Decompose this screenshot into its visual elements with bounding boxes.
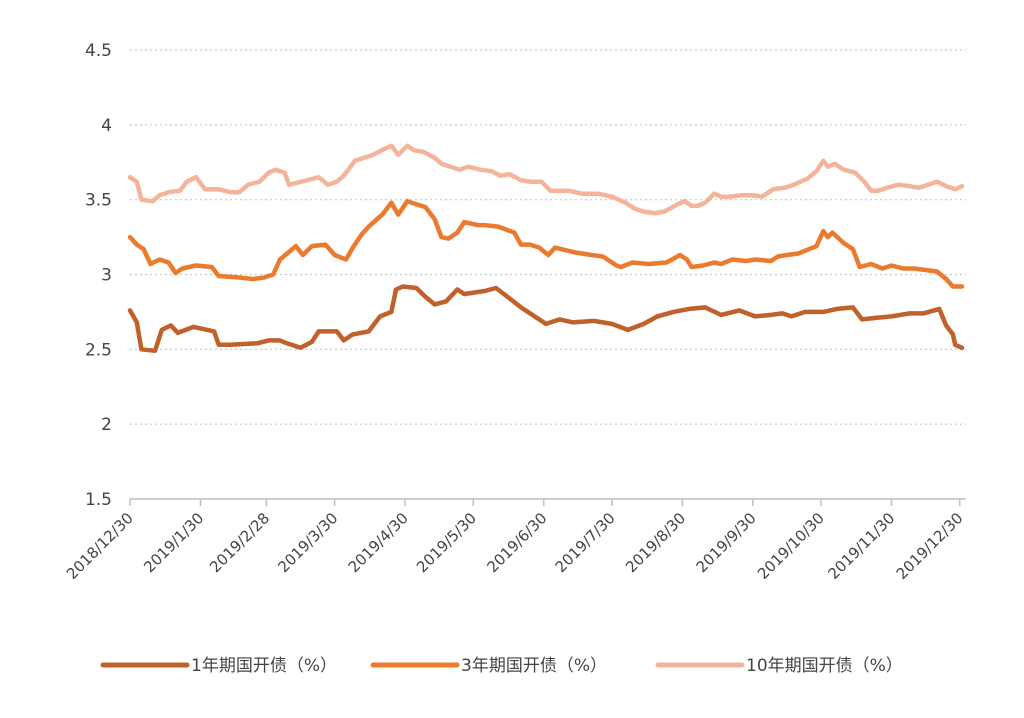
y-tick-label: 3.5: [85, 191, 112, 211]
x-tick-label: 2018/12/30: [63, 509, 137, 583]
legend-label: 1年期国开债（%）: [191, 656, 337, 676]
x-tick-label: 2019/4/30: [345, 509, 412, 576]
x-tick-label: 2019/7/30: [552, 509, 619, 576]
series-lines: [127, 143, 965, 354]
y-axis-ticks: 1.5 2 2.5 3 3.5 4 4.5: [85, 41, 112, 510]
y-tick-label: 4.5: [85, 41, 112, 61]
legend-label: 10年期国开债（%）: [746, 656, 903, 676]
x-tick-label: 2019/6/30: [483, 509, 550, 576]
gridlines: [130, 49, 966, 425]
series-line: [127, 198, 965, 289]
x-tick-label: 2019/10/30: [754, 509, 828, 583]
x-tick-label: 2019/9/30: [693, 509, 760, 576]
x-tick-label: 2019/1/30: [140, 509, 207, 576]
x-tick-label: 2019/3/30: [274, 509, 341, 576]
y-tick-label: 4: [101, 116, 112, 136]
x-tick-label: 2019/11/30: [824, 509, 898, 583]
y-tick-label: 2.5: [85, 340, 112, 360]
legend-label: 3年期国开债（%）: [461, 656, 607, 676]
y-tick-label: 2: [101, 415, 112, 435]
x-tick-label: 2019/12/30: [893, 509, 967, 583]
y-tick-label: 1.5: [85, 490, 112, 510]
x-tick-label: 2019/5/30: [413, 509, 480, 576]
x-tick-label: 2019/2/28: [206, 509, 273, 576]
series-line: [127, 284, 965, 354]
y-tick-label: 3: [101, 266, 112, 286]
x-tick-label: 2019/8/30: [622, 509, 689, 576]
legend: 1年期国开债（%） 3年期国开债（%） 10年期国开债（%）: [100, 656, 903, 676]
series-line: [127, 143, 965, 216]
